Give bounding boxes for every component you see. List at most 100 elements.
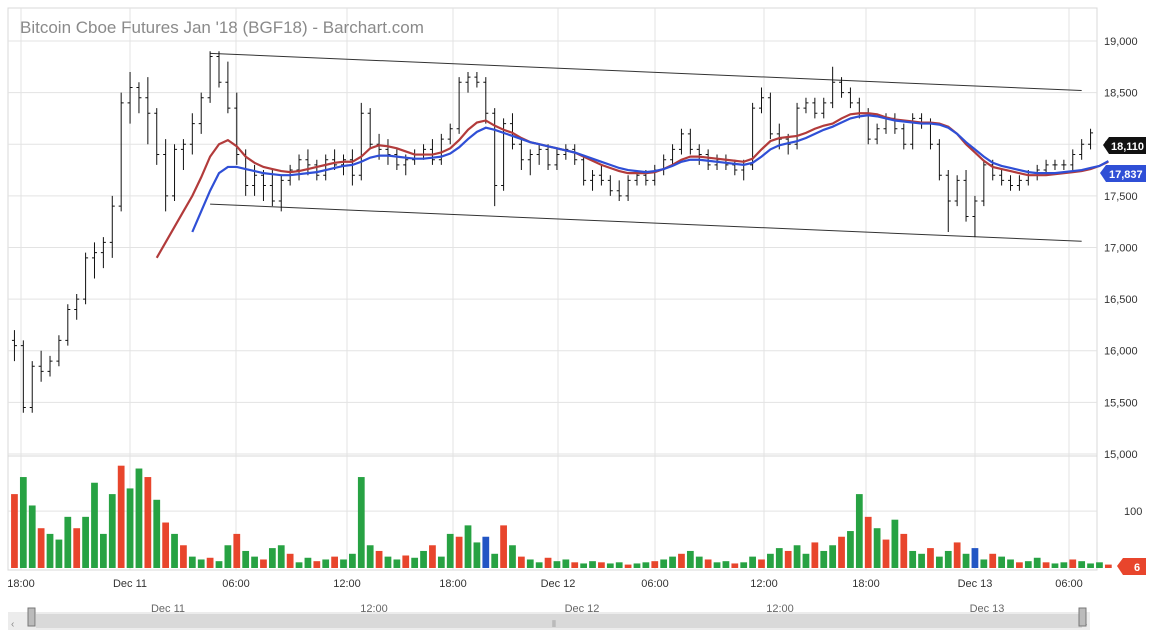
- navigator-right-handle[interactable]: [1078, 607, 1087, 627]
- volume-bar: [553, 561, 561, 568]
- y-tick-label: 15,000: [1104, 449, 1138, 461]
- volume-bar: [855, 494, 863, 568]
- ohlc-bar: [874, 123, 880, 145]
- volume-bar: [455, 536, 463, 568]
- ohlc-bar: [670, 144, 676, 165]
- volume-bar: [935, 556, 943, 568]
- ohlc-bar: [945, 170, 951, 232]
- volume-bar: [686, 550, 694, 568]
- ohlc-bar: [180, 139, 186, 171]
- volume-bar: [633, 563, 641, 568]
- navigator-left-handle[interactable]: [27, 607, 36, 627]
- volume-bar: [678, 553, 685, 568]
- ohlc-bar: [474, 71, 480, 88]
- volume-bar: [589, 561, 596, 568]
- scroll-left-icon[interactable]: ‹: [11, 619, 14, 630]
- volume-bar: [197, 559, 205, 568]
- volume-bar: [953, 542, 961, 568]
- ohlc-bar: [394, 149, 400, 171]
- volume-bar: [11, 494, 18, 568]
- volume-bar: [437, 556, 445, 568]
- volume-bar: [1007, 559, 1014, 568]
- x-axis-ticks: 18:00 Dec 11 06:00 12:00 18:00 Dec 12 06:00 12:…: [7, 578, 1083, 590]
- ohlc-bar: [981, 159, 987, 207]
- navigator-thumb[interactable]: [36, 614, 1082, 628]
- volume-bar: [206, 557, 214, 568]
- y-tick-label: 19,000: [1104, 36, 1138, 48]
- ohlc-bar: [572, 144, 578, 165]
- chart-frame: [7, 7, 1098, 571]
- ohlc-bar: [11, 330, 17, 362]
- ohlc-bar: [758, 87, 764, 114]
- volume-bar: [1078, 561, 1086, 568]
- volume-bar: [571, 562, 579, 568]
- volume-bar: [820, 550, 828, 568]
- volume-bar: [1042, 562, 1050, 568]
- ohlc-bar: [100, 237, 106, 269]
- volume-bar: [268, 548, 276, 568]
- volume-bar: [1087, 563, 1094, 568]
- volume-bar: [1096, 562, 1103, 568]
- volume-bar: [544, 557, 552, 568]
- ohlc-bar: [260, 170, 266, 202]
- x-tick-label: 12:00: [750, 578, 778, 590]
- ohlc-bar: [438, 133, 444, 165]
- volume-bar: [509, 545, 516, 568]
- volume-bars: [11, 465, 1112, 568]
- ohlc-bar: [563, 144, 569, 160]
- x-tick-label: 18:00: [852, 578, 880, 590]
- ohlc-bar: [198, 92, 204, 134]
- volume-bar: [642, 562, 650, 568]
- ohlc-bar: [1008, 175, 1014, 191]
- volume-bar: [660, 559, 668, 568]
- volume-bar: [695, 556, 703, 568]
- y-tick-label: 18,500: [1104, 88, 1138, 100]
- volume-bar: [126, 488, 134, 568]
- volume-bar: [944, 550, 952, 568]
- volume-tick-label: 100: [1124, 506, 1142, 518]
- volume-bar: [704, 559, 712, 568]
- volume-bar: [980, 559, 988, 568]
- grid-layer: [8, 8, 1097, 570]
- volume-bar: [340, 559, 347, 568]
- x-tick-label: 06:00: [641, 578, 669, 590]
- x-tick-label: Dec 11: [113, 578, 147, 590]
- scroll-grip-icon[interactable]: ⦀: [552, 619, 556, 629]
- ohlc-bar: [269, 170, 275, 207]
- ohlc-bar: [429, 139, 435, 165]
- volume-bar: [331, 556, 338, 568]
- ohlc-bar: [65, 304, 71, 346]
- ohlc-bar: [323, 154, 329, 181]
- ohlc-bar: [367, 108, 373, 150]
- volume-bar: [909, 550, 917, 568]
- volume-bar: [251, 556, 258, 568]
- volume-bar: [624, 564, 632, 568]
- volume-bar: [491, 553, 499, 568]
- volume-bar: [927, 548, 934, 568]
- volume-bar: [722, 561, 730, 568]
- volume-bar: [1104, 564, 1112, 568]
- volume-bar: [731, 563, 739, 568]
- volume-bar: [606, 563, 614, 568]
- volume-bar: [1069, 559, 1077, 568]
- volume-bar: [713, 562, 721, 568]
- ohlc-bar: [554, 149, 560, 171]
- volume-bar: [882, 539, 890, 568]
- volume-bar: [811, 542, 819, 568]
- ohlc-bar: [1088, 128, 1094, 150]
- moving-averages: [155, 112, 1109, 259]
- ohlc-bar: [349, 149, 355, 186]
- y-axis-ticks: 19,00018,50018,00017,50017,00016,50016,0…: [1104, 36, 1142, 518]
- volume-bar: [473, 542, 481, 568]
- volume-bar: [73, 528, 81, 568]
- volume-bar: [366, 545, 374, 568]
- ohlc-bar: [687, 128, 693, 155]
- y-tick-label: 17,500: [1104, 191, 1138, 203]
- volume-bar: [847, 531, 854, 568]
- volume-bar: [242, 550, 250, 568]
- ma-slow-line: [191, 114, 1109, 233]
- ohlc-bar: [278, 175, 284, 212]
- volume-bar: [162, 522, 170, 568]
- volume-bar: [349, 553, 356, 568]
- ohlc-bar: [972, 195, 978, 238]
